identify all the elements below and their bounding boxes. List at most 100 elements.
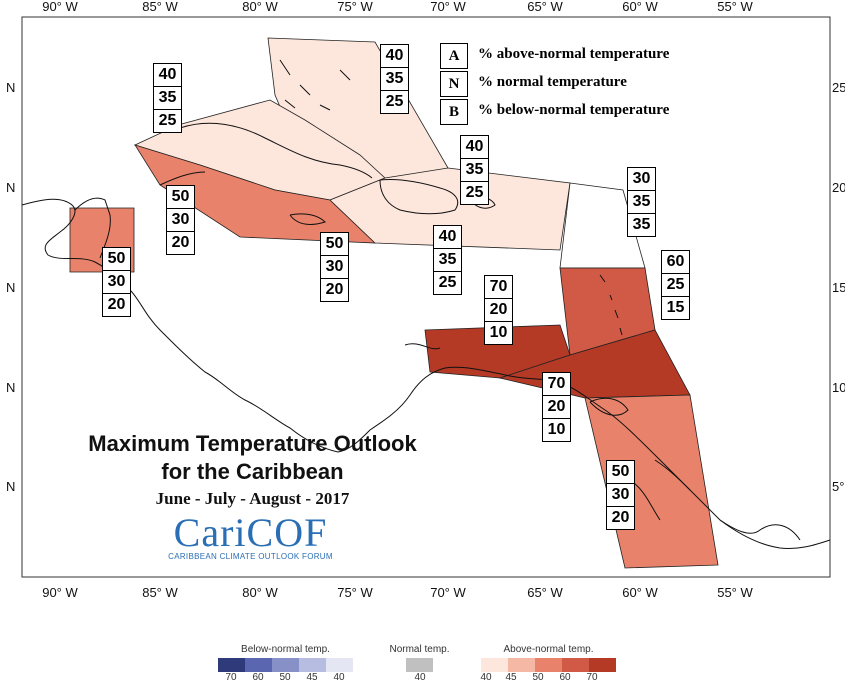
prob-box-bahamas: 40 35 25 xyxy=(380,44,409,114)
ticks-below: 70 60 50 45 40 xyxy=(218,672,353,684)
prob-above: 40 xyxy=(434,226,461,249)
prob-above: 70 xyxy=(543,373,570,396)
prob-above: 50 xyxy=(321,233,348,256)
subtitle: June - July - August - 2017 xyxy=(155,489,350,508)
tick: 70 xyxy=(225,672,237,683)
tick: 60 xyxy=(252,672,264,683)
prob-above: 50 xyxy=(103,248,130,271)
prob-box-hispaniola-south: 40 35 25 xyxy=(433,225,462,295)
swatch-below-45 xyxy=(299,658,326,672)
prob-box-windward: 60 25 15 xyxy=(661,250,690,320)
swatches-below xyxy=(218,658,353,672)
prob-normal: 35 xyxy=(461,159,488,182)
prob-below: 35 xyxy=(632,216,651,233)
svg-text:70° W: 70° W xyxy=(430,585,466,600)
prob-below: 20 xyxy=(611,509,630,526)
svg-text:90° W: 90° W xyxy=(42,585,78,600)
prob-normal: 30 xyxy=(321,256,348,279)
prob-above: 40 xyxy=(461,136,488,159)
scale-title-below: Below-normal temp. xyxy=(241,644,330,655)
scale-title-above: Above-normal temp. xyxy=(503,644,594,655)
lat-labels-left: N N N N N xyxy=(6,80,15,494)
svg-text:80° W: 80° W xyxy=(242,585,278,600)
prob-above: 40 xyxy=(381,45,408,68)
prob-above: 50 xyxy=(167,186,194,209)
swatch-normal-40 xyxy=(406,658,433,672)
coastlines xyxy=(21,59,831,549)
title-line-2: for the Caribbean xyxy=(161,459,344,484)
prob-below: 25 xyxy=(465,184,484,201)
swatch-below-40 xyxy=(326,658,353,672)
svg-text:5°: 5° xyxy=(832,479,844,494)
prob-box-trinidad: 70 20 10 xyxy=(542,372,571,442)
tick: 40 xyxy=(480,672,492,683)
prob-box-cuba: 40 35 25 xyxy=(153,63,182,133)
legend-key-above: A xyxy=(440,43,468,69)
outlook-map: 90° W 85° W 80° W 75° W 70° W 65° W 60° … xyxy=(6,0,845,600)
ticks-above: 40 45 50 60 70 xyxy=(480,672,616,684)
tick: 50 xyxy=(532,672,544,683)
tick: 70 xyxy=(586,672,598,683)
prob-normal: 35 xyxy=(381,68,408,91)
svg-text:70° W: 70° W xyxy=(430,0,466,14)
legend-text-normal: % normal temperature xyxy=(478,74,627,90)
logo-tagline: CARIBBEAN CLIMATE OUTLOOK FORUM xyxy=(168,552,333,561)
prob-box-guianas: 50 30 20 xyxy=(606,460,635,530)
tick: 50 xyxy=(279,672,291,683)
svg-text:N: N xyxy=(6,180,15,195)
svg-text:75° W: 75° W xyxy=(337,585,373,600)
swatch-above-50 xyxy=(535,658,562,672)
scale-normal: Normal temp. 40 xyxy=(382,644,457,684)
logo-wordmark: CariCOF xyxy=(173,510,328,555)
svg-text:25: 25 xyxy=(832,80,845,95)
prob-normal: 35 xyxy=(628,191,655,214)
svg-text:90° W: 90° W xyxy=(42,0,78,14)
prob-below: 10 xyxy=(489,324,508,341)
swatches-normal xyxy=(382,658,457,672)
svg-text:85° W: 85° W xyxy=(142,0,178,14)
prob-below: 10 xyxy=(547,421,566,438)
svg-text:60° W: 60° W xyxy=(622,585,658,600)
svg-text:80° W: 80° W xyxy=(242,0,278,14)
svg-text:85° W: 85° W xyxy=(142,585,178,600)
prob-normal: 35 xyxy=(434,249,461,272)
swatch-above-70 xyxy=(589,658,616,672)
legend-text-below: % below-normal temperature xyxy=(478,102,670,118)
prob-below: 25 xyxy=(158,112,177,129)
prob-below: 15 xyxy=(666,299,685,316)
prob-above: 30 xyxy=(628,168,655,191)
lon-labels-bottom: 90° W 85° W 80° W 75° W 70° W 65° W 60° … xyxy=(42,585,753,600)
outlook-zones xyxy=(69,37,719,569)
swatch-below-70 xyxy=(218,658,245,672)
swatches-above xyxy=(481,658,616,672)
swatch-above-40 xyxy=(481,658,508,672)
svg-text:65° W: 65° W xyxy=(527,0,563,14)
prob-box-belize: 50 30 20 xyxy=(102,247,131,317)
prob-box-abc: 70 20 10 xyxy=(484,275,513,345)
scale-below-normal: Below-normal temp. 70 60 50 45 40 xyxy=(218,644,353,684)
prob-box-hispaniola-pr: 40 35 25 xyxy=(460,135,489,205)
tick: 45 xyxy=(306,672,318,683)
svg-text:N: N xyxy=(6,380,15,395)
prob-above: 70 xyxy=(485,276,512,299)
prob-below: 20 xyxy=(171,234,190,251)
prob-below: 20 xyxy=(107,296,126,313)
svg-text:N: N xyxy=(6,80,15,95)
svg-text:20: 20 xyxy=(832,180,845,195)
legend-text-above: % above-normal temperature xyxy=(478,46,670,62)
prob-above: 50 xyxy=(607,461,634,484)
scale-title-normal: Normal temp. xyxy=(389,644,450,655)
prob-normal: 20 xyxy=(485,299,512,322)
prob-box-leeward: 30 35 35 xyxy=(627,167,656,237)
svg-text:N: N xyxy=(6,280,15,295)
svg-text:75° W: 75° W xyxy=(337,0,373,14)
svg-text:10: 10 xyxy=(832,380,845,395)
prob-normal: 30 xyxy=(103,271,130,294)
caricof-logo: CariCOF CARIBBEAN CLIMATE OUTLOOK FORUM xyxy=(148,510,353,562)
prob-normal: 35 xyxy=(154,87,181,110)
svg-text:55° W: 55° W xyxy=(717,0,753,14)
prob-below: 25 xyxy=(438,274,457,291)
prob-normal: 25 xyxy=(662,274,689,297)
tick: 45 xyxy=(505,672,517,683)
svg-text:55° W: 55° W xyxy=(717,585,753,600)
